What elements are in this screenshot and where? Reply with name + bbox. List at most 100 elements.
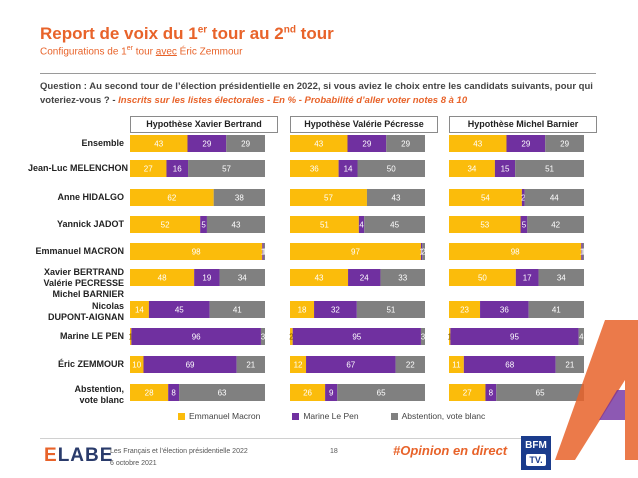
data-label-lepen: 15: [501, 165, 510, 174]
data-label-macron: 43: [154, 140, 163, 149]
data-label-macron: 53: [480, 221, 489, 230]
data-label-abstention: 57: [222, 165, 231, 174]
bar-segment-abstention: [206, 216, 265, 233]
bar-segment-abstention: [395, 356, 425, 373]
data-label-abstention: 65: [536, 389, 545, 398]
bar-segment-abstention: [337, 384, 425, 401]
page-title: Report de voix du 1er tour au 2nd tour: [40, 24, 334, 43]
data-label-abstention: 22: [406, 361, 415, 370]
question-text: Question : Au second tour de l’élection …: [40, 81, 593, 106]
legend-swatch-lepen: [292, 412, 300, 420]
bar-segment-lepen: [262, 243, 264, 260]
bar-segment-lepen: [520, 216, 528, 233]
bar-segment-macron: [290, 216, 359, 233]
bar-segment-abstention: [524, 189, 584, 206]
data-label-abstention: 29: [401, 140, 410, 149]
data-label-lepen: 1: [580, 248, 585, 257]
data-label-macron: 97: [351, 248, 360, 257]
bar-segment-macron: [290, 160, 339, 177]
data-label-abstention: 34: [557, 274, 566, 283]
data-label-abstention: 4: [579, 333, 584, 342]
row-label: Xavier BERTRAND Valérie PECRESSE Michel BA…: [28, 265, 124, 301]
bar-segment-lepen: [463, 356, 556, 373]
row-label-line: Xavier BERTRAND: [43, 266, 124, 277]
data-label-lepen: 69: [186, 361, 195, 370]
bar-segment-lepen: [292, 328, 421, 345]
footer-rule: [40, 438, 540, 439]
bar-segment-abstention: [527, 216, 584, 233]
panel-header-barnier: Hypothèse Michel Barnier: [449, 116, 597, 133]
data-label-macron: 23: [460, 306, 469, 315]
bar-segment-macron: [290, 328, 293, 345]
bfm-tv-logo: BFM TV.: [521, 436, 551, 470]
row-label: Yannick JADOT: [28, 216, 124, 233]
row-label-line: Michel BARNIER: [52, 288, 124, 299]
legend-label-abstention: Abstention, vote blanc: [401, 411, 486, 421]
bar-segment-abstention: [263, 243, 265, 260]
bar-segment-abstention: [528, 301, 584, 318]
data-label-lepen: 5: [201, 221, 206, 230]
decorative-a-shape: [555, 320, 638, 460]
data-label-abstention: 41: [552, 306, 561, 315]
bar-segment-macron: [449, 243, 582, 260]
bar-segment-macron: [130, 301, 149, 318]
bar-segment-abstention: [496, 384, 584, 401]
bar-segment-lepen: [338, 160, 358, 177]
bar-segment-abstention: [209, 301, 265, 318]
footer-date: 6 octobre 2021: [110, 460, 157, 467]
data-label-abstention: 38: [235, 194, 244, 203]
data-label-abstention: 33: [398, 274, 407, 283]
bar-segment-lepen: [306, 356, 396, 373]
question-note: Inscrits sur les listes électorales - En…: [118, 94, 468, 106]
bar-segment-macron: [130, 243, 263, 260]
data-label-lepen: 16: [173, 165, 182, 174]
row-label-line: Nicolas: [91, 301, 124, 311]
data-label-lepen: 1: [261, 248, 266, 257]
bar-segment-lepen: [325, 384, 338, 401]
page-subtitle: Configurations de 1er tour avec Éric Zem…: [40, 45, 243, 58]
data-label-abstention: 44: [550, 194, 559, 203]
row-label-line: Yannick JADOT: [56, 219, 124, 229]
bar-segment-macron: [449, 384, 486, 401]
data-label-macron: 62: [167, 194, 176, 203]
data-label-lepen: 8: [171, 389, 176, 398]
data-label-macron: 18: [298, 306, 307, 315]
bar-segment-macron: [130, 356, 144, 373]
row-label: Emmanuel MACRON: [28, 243, 124, 260]
bar-segment-macron: [290, 356, 307, 373]
data-label-abstention: 21: [565, 361, 574, 370]
data-label-abstention: 29: [560, 140, 569, 149]
data-label-lepen: 24: [360, 274, 369, 283]
bar-segment-macron: [449, 301, 481, 318]
row-label-line: Jean-Luc MELENCHON: [28, 163, 129, 173]
data-label-abstention: 41: [233, 306, 242, 315]
bar-segment-macron: [449, 216, 521, 233]
data-label-macron: 27: [463, 389, 472, 398]
data-label-macron: 43: [314, 140, 323, 149]
bar-segment-lepen: [348, 269, 381, 286]
data-label-abstention: 34: [238, 274, 247, 283]
data-label-macron: 36: [310, 165, 319, 174]
bar-segment-abstention: [356, 301, 425, 318]
page-number: 18: [330, 448, 338, 455]
elabe-logo: ELABE: [44, 445, 114, 466]
data-label-abstention: 43: [392, 194, 401, 203]
data-label-abstention: 45: [390, 221, 399, 230]
row-label: Marine LE PEN: [28, 328, 124, 345]
data-label-lepen: 29: [202, 140, 211, 149]
data-label-lepen: 36: [500, 306, 509, 315]
legend-swatch-macron: [178, 412, 185, 420]
row-label: Anne HIDALGO: [28, 189, 125, 206]
bar-segment-macron: [449, 269, 516, 286]
data-label-macron: 34: [467, 165, 476, 174]
legend-label-lepen: Marine Le Pen: [303, 411, 359, 421]
data-label-lepen: 95: [510, 333, 519, 342]
bar-segment-lepen: [581, 243, 583, 260]
bar-segment-lepen: [347, 135, 387, 152]
bar-segment-macron: [449, 135, 507, 152]
bar-segment-macron: [130, 269, 195, 286]
data-label-macron: 50: [478, 274, 487, 283]
legend-swatch-abstention: [390, 412, 398, 420]
